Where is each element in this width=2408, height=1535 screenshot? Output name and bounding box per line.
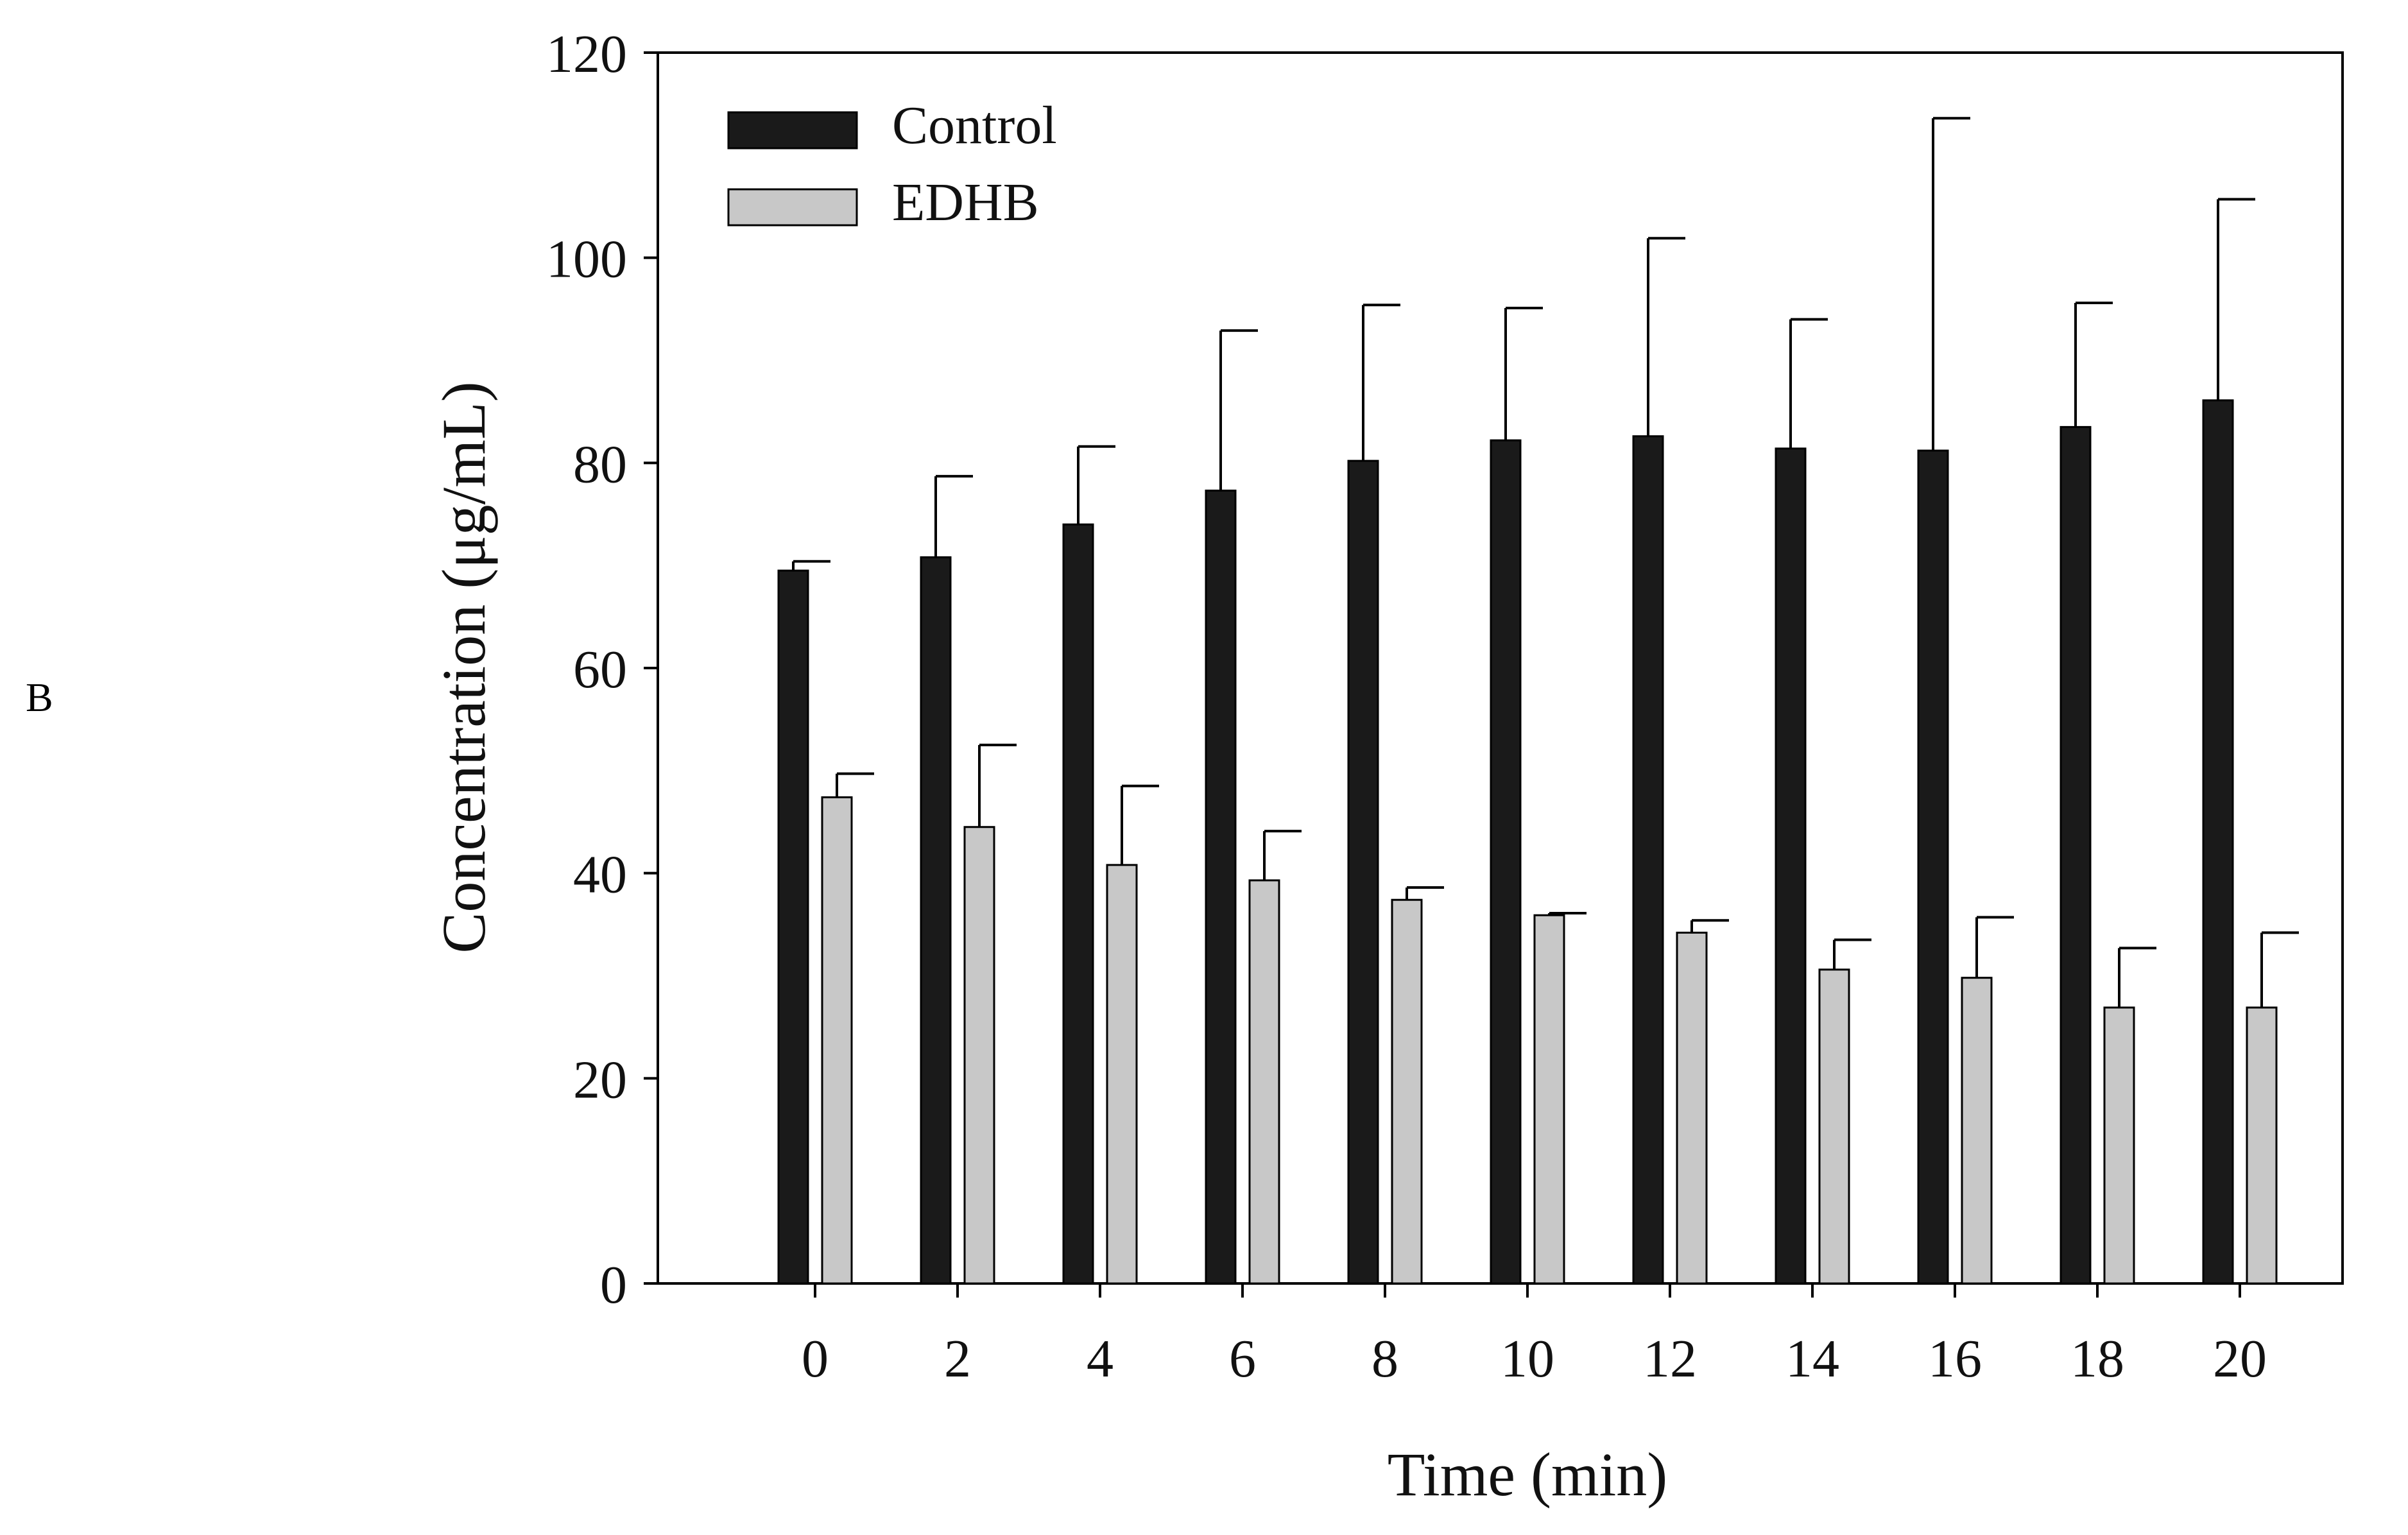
x-tick-label: 18 xyxy=(2070,1329,2124,1389)
y-axis: 0 20 40 60 80 100 120 xyxy=(546,24,658,1315)
bar-control-18 xyxy=(2060,425,2092,1285)
y-tick-label: 60 xyxy=(573,640,627,699)
y-tick-label: 100 xyxy=(546,230,627,289)
x-tick-label: 2 xyxy=(944,1329,971,1389)
bar-control-4 xyxy=(1062,523,1094,1285)
legend-swatch-control xyxy=(727,111,858,150)
bar-edhb-20 xyxy=(2246,1006,2278,1285)
x-axis: 0 2 4 6 8 10 12 14 16 18 20 xyxy=(802,1283,2267,1389)
bar-edhb-12 xyxy=(1676,931,1708,1285)
bar-edhb-2 xyxy=(963,826,995,1285)
bar-control-20 xyxy=(2202,399,2234,1285)
x-tick-label: 0 xyxy=(802,1329,829,1389)
bar-edhb-14 xyxy=(1818,968,1850,1285)
y-tick-label: 0 xyxy=(600,1255,627,1315)
legend-label-edhb: EDHB xyxy=(892,173,1039,232)
y-tick-label: 80 xyxy=(573,434,627,494)
bar-edhb-16 xyxy=(1961,977,1993,1285)
bars xyxy=(777,117,2299,1285)
legend-label-control: Control xyxy=(892,96,1057,155)
bar-control-2 xyxy=(920,556,952,1285)
bar-edhb-0 xyxy=(821,796,853,1285)
x-tick-label: 10 xyxy=(1501,1329,1554,1389)
panel-label: B xyxy=(26,674,53,720)
x-tick-label: 20 xyxy=(2213,1329,2267,1389)
bar-edhb-6 xyxy=(1248,879,1280,1285)
x-tick-label: 12 xyxy=(1643,1329,1697,1389)
x-tick-label: 16 xyxy=(1928,1329,1982,1389)
bar-edhb-4 xyxy=(1106,864,1138,1285)
x-tick-label: 14 xyxy=(1785,1329,1839,1389)
x-axis-label: Time (min) xyxy=(1388,1440,1668,1509)
y-tick-label: 40 xyxy=(573,845,627,905)
bar-control-6 xyxy=(1205,489,1237,1285)
bar-control-12 xyxy=(1632,435,1664,1285)
x-tick-label: 4 xyxy=(1087,1329,1114,1389)
y-tick-label: 20 xyxy=(573,1050,627,1110)
bar-control-8 xyxy=(1347,459,1379,1285)
x-tick-label: 6 xyxy=(1229,1329,1256,1389)
bar-edhb-8 xyxy=(1391,898,1423,1285)
bar-control-0 xyxy=(777,569,809,1285)
bar-control-14 xyxy=(1775,447,1807,1285)
bar-control-10 xyxy=(1490,439,1522,1285)
bar-edhb-18 xyxy=(2103,1006,2135,1285)
legend-swatch-edhb xyxy=(727,188,858,227)
y-tick-label: 120 xyxy=(546,24,627,84)
bar-control-16 xyxy=(1917,449,1949,1285)
bar-edhb-10 xyxy=(1533,914,1565,1285)
legend: Control EDHB xyxy=(727,96,1057,232)
y-axis-label: Concentration (μg/mL) xyxy=(429,381,498,953)
x-tick-label: 8 xyxy=(1372,1329,1398,1389)
